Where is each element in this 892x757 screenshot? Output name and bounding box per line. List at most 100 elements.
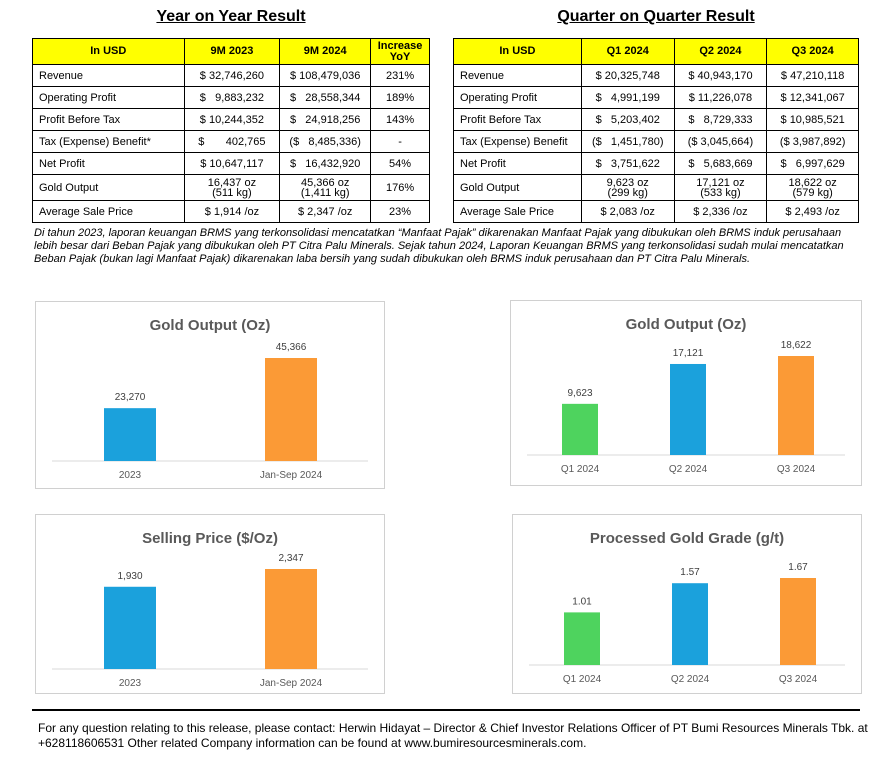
table-row: Gold Output 16,437 oz (511 kg) 45,366 oz(… — [32, 174, 430, 201]
table-row: Profit Before Tax $ 10,244,352 $ 24,918,… — [32, 108, 430, 131]
cell: $ 10,647,117 — [183, 152, 281, 175]
chart-svg: Selling Price ($/Oz) 1,930 2023 2,347 Jan-Se… — [52, 530, 368, 689]
cell: $ 9,883,232 — [183, 86, 281, 109]
cell: 143% — [370, 108, 430, 131]
row-label: Gold Output — [32, 174, 185, 201]
bar — [670, 363, 706, 455]
bar — [104, 586, 156, 669]
data-label: 23,270 — [115, 392, 146, 403]
cell: 176% — [370, 174, 430, 201]
cell: $ 24,918,256 — [279, 108, 372, 131]
yoy-title: Year on Year Result — [156, 8, 306, 25]
cell: $ 6,997,629 — [766, 152, 859, 175]
yoy-header-9m2023: 9M 2023 — [183, 38, 281, 65]
data-label: 1.67 — [788, 562, 808, 573]
cell: ($ 3,987,892) — [766, 130, 859, 153]
bar — [265, 358, 317, 461]
table-row: Net Profit $ 10,647,117 $ 16,432,920 54% — [32, 152, 430, 175]
row-label: Average Sale Price — [32, 200, 185, 223]
cell: 18,622 oz (579 kg) — [766, 174, 859, 201]
chart-title: Processed Gold Grade (g/t) — [590, 530, 784, 547]
row-label: Revenue — [453, 64, 582, 87]
bar — [265, 569, 317, 669]
cell: ($ 1,451,780) — [580, 130, 675, 153]
cell: $ 10,985,521 — [766, 108, 859, 131]
row-label: Tax (Expense) Benefit — [453, 130, 582, 153]
table-row: Gold Output 9,623 oz (299 kg) 17,121 oz (5… — [453, 174, 859, 201]
cell: $ 16,432,920 — [279, 152, 372, 175]
cell: $ 2,083 /oz — [580, 200, 675, 223]
bar — [562, 403, 598, 455]
chart-title: Gold Output (Oz) — [150, 317, 271, 334]
x-tick-label: Jan-Sep 2024 — [260, 678, 323, 689]
cell: ($ 8,485,336) — [279, 130, 372, 153]
x-tick-label: Jan-Sep 2024 — [260, 470, 323, 481]
bar — [778, 356, 814, 455]
table-row: Net Profit $ 3,751,622 $ 5,683,669 $ 6,9… — [453, 152, 859, 175]
cell: $ 108,479,036 — [279, 64, 372, 87]
cell: 45,366 oz (1,411 kg) — [279, 174, 372, 201]
cell: 16,437 oz (511 kg) — [183, 174, 281, 201]
data-label: 45,366 — [276, 342, 307, 353]
qoq-title: Quarter on Quarter Result — [557, 8, 755, 25]
cell: $ 10,244,352 — [183, 108, 281, 131]
row-label: Operating Profit — [453, 86, 582, 109]
contact-footer: For any question relating to this releas… — [38, 721, 868, 750]
x-tick-label: Q3 2024 — [779, 674, 818, 685]
chart-svg: Gold Output (Oz) 23,270 2023 45,366 Jan-Sep … — [52, 317, 368, 481]
cell: $ 32,746,260 — [183, 64, 281, 87]
chart-svg: Processed Gold Grade (g/t) 1.01 Q1 2024 1.5… — [529, 530, 845, 685]
chart-title: Gold Output (Oz) — [626, 316, 747, 333]
yoy-header-9m2024: 9M 2024 — [279, 38, 372, 65]
cell: $ 12,341,067 — [766, 86, 859, 109]
row-label: Gold Output — [453, 174, 582, 201]
row-label: Net Profit — [453, 152, 582, 175]
row-label: Revenue — [32, 64, 185, 87]
cell: $ 28,558,344 — [279, 86, 372, 109]
cell: $ 5,203,402 — [580, 108, 675, 131]
table-row: Tax (Expense) Benefit* $ 402,765 ($ 8,48… — [32, 130, 430, 153]
data-label: 1,930 — [117, 571, 142, 582]
x-tick-label: Q3 2024 — [777, 464, 816, 475]
x-tick-label: Q1 2024 — [563, 674, 602, 685]
bar — [104, 408, 156, 461]
cell: 54% — [370, 152, 430, 175]
cell: 23% — [370, 200, 430, 223]
cell: ($ 3,045,664) — [673, 130, 768, 153]
row-label: Operating Profit — [32, 86, 185, 109]
chart-title: Selling Price ($/Oz) — [142, 530, 278, 547]
table-row: Operating Profit $ 4,991,199 $ 11,226,07… — [453, 86, 859, 109]
cell: $ 40,943,170 — [673, 64, 768, 87]
row-label: Profit Before Tax — [32, 108, 185, 131]
data-label: 18,622 — [781, 340, 812, 351]
cell: $ 2,336 /oz — [673, 200, 768, 223]
chart-gold-output-yoy: Gold Output (Oz) 23,270 2023 45,366 Jan-Sep … — [35, 301, 385, 489]
cell: 231% — [370, 64, 430, 87]
row-label: Tax (Expense) Benefit* — [32, 130, 185, 153]
cell: $ 11,226,078 — [673, 86, 768, 109]
x-tick-label: 2023 — [119, 678, 142, 689]
x-tick-label: Q1 2024 — [561, 464, 600, 475]
qoq-table: In USD Q1 2024 Q2 2024 Q3 2024 Revenue $… — [453, 38, 859, 223]
qoq-header-q1: Q1 2024 — [580, 38, 675, 65]
cell: $ 5,683,669 — [673, 152, 768, 175]
cell: $ 8,729,333 — [673, 108, 768, 131]
yoy-table: In USD 9M 2023 9M 2024 Increase YoY Reve… — [32, 38, 430, 223]
data-label: 17,121 — [673, 348, 704, 359]
table-row: Tax (Expense) Benefit ($ 1,451,780) ($ 3… — [453, 130, 859, 153]
x-tick-label: 2023 — [119, 470, 142, 481]
data-label: 1.01 — [572, 596, 592, 607]
row-label: Average Sale Price — [453, 200, 582, 223]
table-row: Revenue $ 20,325,748 $ 40,943,170 $ 47,2… — [453, 64, 859, 87]
cell: 189% — [370, 86, 430, 109]
data-label: 9,623 — [567, 388, 592, 399]
cell: $ 3,751,622 — [580, 152, 675, 175]
cell: - — [370, 130, 430, 153]
data-label: 2,347 — [278, 553, 303, 564]
qoq-header-usd: In USD — [453, 38, 582, 65]
cell: $ 4,991,199 — [580, 86, 675, 109]
chart-gold-output-qoq: Gold Output (Oz) 9,623 Q1 2024 17,121 Q2 202… — [510, 300, 862, 486]
cell: 9,623 oz (299 kg) — [580, 174, 675, 201]
data-label: 1.57 — [680, 567, 700, 578]
table-row: Average Sale Price $ 1,914 /oz $ 2,347 /… — [32, 200, 430, 223]
